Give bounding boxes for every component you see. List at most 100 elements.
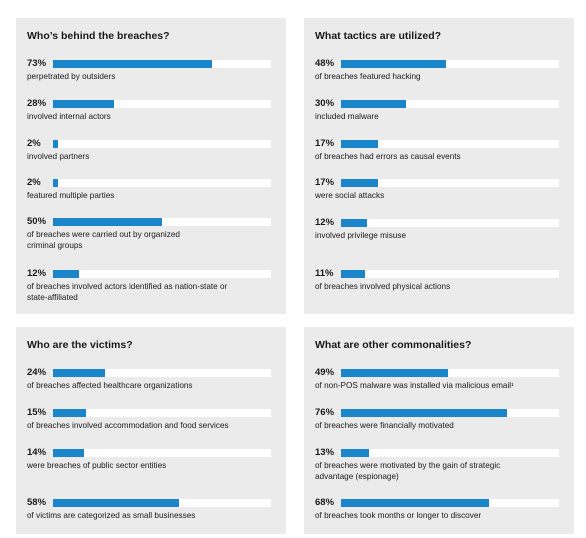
bar-fill xyxy=(53,409,86,417)
stat-item: 17% were social attacks xyxy=(315,177,563,201)
stat-item: 2% featured multiple parties xyxy=(27,177,275,201)
stat-description: of breaches involved physical actions xyxy=(315,282,451,291)
stat-description: involved privilege misuse xyxy=(315,231,407,240)
stat-description: of breaches took months or longer to dis… xyxy=(315,511,482,520)
bar-track xyxy=(341,409,559,417)
stat-description: involved partners xyxy=(27,152,90,161)
stat-item: 73% perpetrated by outsiders xyxy=(27,58,275,82)
stat-description: of breaches affected healthcare organiza… xyxy=(27,381,193,390)
bar-fill xyxy=(53,140,58,148)
percent-label: 28% xyxy=(27,98,47,109)
bar-fill xyxy=(341,60,446,68)
stat-description: of breaches had errors as causal events xyxy=(315,152,461,161)
percent-label: 13% xyxy=(315,447,335,458)
bar-track xyxy=(53,449,271,457)
bar-fill xyxy=(341,140,379,148)
stat-description: of breaches were motivated by the gain o… xyxy=(315,461,501,481)
bar-fill xyxy=(53,100,115,108)
stat-description: involved internal actors xyxy=(27,112,111,121)
percent-label: 73% xyxy=(27,58,47,69)
bar-fill xyxy=(341,499,490,507)
stat-description: of breaches involved accommodation and f… xyxy=(27,421,229,430)
stat-description: of breaches involved actors identified a… xyxy=(27,282,228,302)
stat-description: were breaches of public sector entities xyxy=(27,461,167,470)
stat-item: 50% of breaches were carried out by organ… xyxy=(27,216,275,251)
percent-label: 58% xyxy=(27,497,47,508)
percent-label: 68% xyxy=(315,497,335,508)
stat-description: included malware xyxy=(315,112,379,121)
bar-fill xyxy=(53,449,84,457)
percent-label: 48% xyxy=(315,58,335,69)
percent-label: 17% xyxy=(315,177,335,188)
stat-description: of breaches were financially motivated xyxy=(315,421,454,430)
bar-track xyxy=(341,369,559,377)
percent-label: 2% xyxy=(27,177,41,188)
panel-title: Who’s behind the breaches? xyxy=(27,30,170,42)
stat-description: of victims are categorized as small busi… xyxy=(27,511,196,520)
panel-who-behind: Who’s behind the breaches? 73% perpetrated… xyxy=(16,18,286,314)
bar-fill xyxy=(53,218,162,226)
panel-title: What are other commonalities? xyxy=(315,339,472,351)
stat-description: featured multiple parties xyxy=(27,191,115,200)
bar-fill xyxy=(53,499,180,507)
bar-fill xyxy=(53,179,58,187)
percent-label: 2% xyxy=(27,138,41,149)
stat-item: 49% of non-POS malware was installed via … xyxy=(315,367,563,391)
panel-title: What tactics are utilized? xyxy=(315,30,442,42)
bar-fill xyxy=(341,449,370,457)
panel-victims: Who are the victims? 24% of breaches affec… xyxy=(16,327,286,534)
percent-label: 76% xyxy=(315,407,335,418)
stat-item: 68% of breaches took months or longer to … xyxy=(315,497,563,521)
bar-track xyxy=(341,100,559,108)
bar-track xyxy=(53,270,271,278)
panel-tactics: What tactics are utilized? 48% of breaches… xyxy=(304,18,574,314)
bar-track xyxy=(341,449,559,457)
percent-label: 12% xyxy=(315,217,335,228)
stat-description: of non-POS malware was installed via mal… xyxy=(315,381,514,390)
bar-track xyxy=(341,179,559,187)
stat-description: perpetrated by outsiders xyxy=(27,72,116,81)
bar-track xyxy=(53,140,271,148)
stat-item: 30% included malware xyxy=(315,98,563,122)
panel-commonalities: What are other commonalities? 49% of non-P… xyxy=(304,327,574,534)
bar-track xyxy=(53,179,271,187)
percent-label: 15% xyxy=(27,407,47,418)
stat-item: 48% of breaches featured hacking xyxy=(315,58,563,82)
stat-item: 24% of breaches affected healthcare organ… xyxy=(27,367,275,391)
bar-track xyxy=(53,409,271,417)
bar-track xyxy=(341,60,559,68)
panel-title: Who are the victims? xyxy=(27,339,133,351)
percent-label: 50% xyxy=(27,216,47,227)
stat-item: 2% involved partners xyxy=(27,138,275,162)
percent-label: 11% xyxy=(315,268,334,279)
bar-track xyxy=(53,369,271,377)
stat-item: 11% of breaches involved physical actions xyxy=(315,268,563,292)
bar-track xyxy=(341,499,559,507)
percent-label: 17% xyxy=(315,138,335,149)
bar-fill xyxy=(53,369,106,377)
bar-track xyxy=(53,218,271,226)
stat-description: were social attacks xyxy=(315,191,385,200)
stat-item: 58% of victims are categorized as small b… xyxy=(27,497,275,521)
bar-fill xyxy=(341,369,448,377)
stat-item: 76% of breaches were financially motivate… xyxy=(315,407,563,431)
stat-item: 15% of breaches involved accommodation an… xyxy=(27,407,275,431)
bar-track xyxy=(53,499,271,507)
stat-description: of breaches were carried out by organize… xyxy=(27,230,180,250)
bar-track xyxy=(341,270,559,278)
bar-track xyxy=(341,140,559,148)
stat-item: 28% involved internal actors xyxy=(27,98,275,122)
bar-fill xyxy=(341,219,368,227)
stat-description: of breaches featured hacking xyxy=(315,72,421,81)
bar-fill xyxy=(341,270,365,278)
stat-item: 12% of breaches involved actors identifie… xyxy=(27,268,275,303)
bar-track xyxy=(53,60,271,68)
bar-fill xyxy=(341,409,507,417)
stat-item: 13% of breaches were motivated by the gai… xyxy=(315,447,563,482)
stat-item: 14% were breaches of public sector entiti… xyxy=(27,447,275,471)
percent-label: 49% xyxy=(315,367,335,378)
bar-track xyxy=(341,219,559,227)
bar-fill xyxy=(53,60,213,68)
bar-fill xyxy=(341,179,379,187)
percent-label: 24% xyxy=(27,367,47,378)
